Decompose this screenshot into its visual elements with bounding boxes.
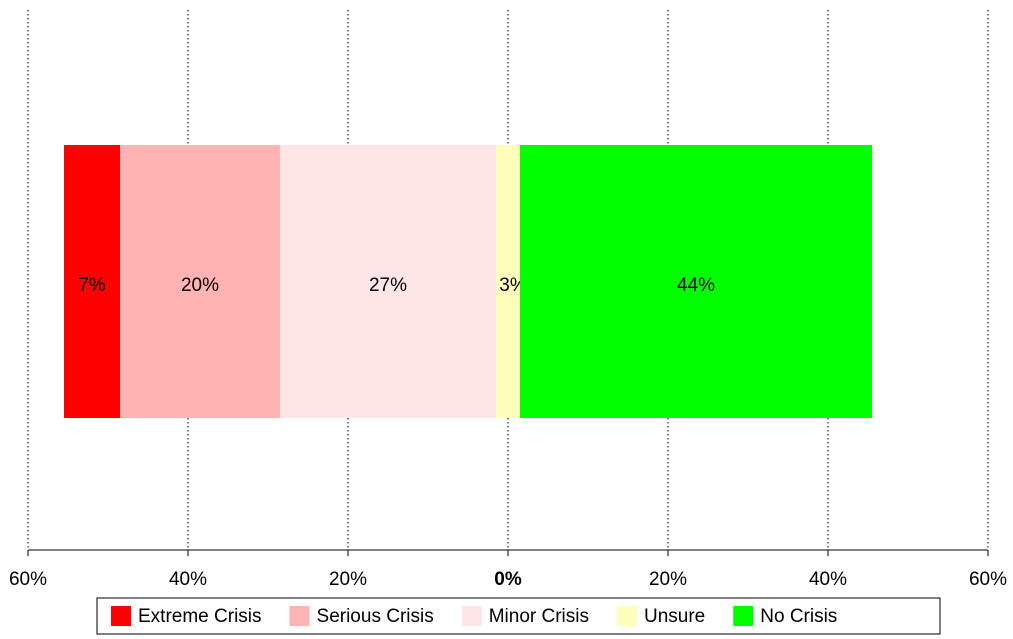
bar-segment (520, 145, 872, 418)
x-tick-label: 60% (969, 569, 1007, 590)
value-label: 3% (499, 275, 527, 296)
value-label: 44% (677, 275, 715, 296)
legend-label: Extreme Crisis (138, 606, 262, 627)
value-label: 27% (369, 275, 407, 296)
legend-swatch (111, 606, 131, 626)
bar-segment (496, 145, 520, 418)
value-label: 20% (181, 275, 219, 296)
x-tick-label: 20% (649, 569, 687, 590)
legend-swatch (461, 606, 482, 626)
legend-swatch (733, 606, 754, 626)
legend-label: Minor Crisis (489, 606, 589, 627)
x-tick-label: 0% (494, 569, 522, 590)
legend-swatch (617, 606, 637, 626)
x-tick-label: 40% (809, 569, 847, 590)
x-tick-label: 60% (9, 569, 47, 590)
legend-label: Unsure (644, 606, 705, 627)
legend-label: No Crisis (760, 606, 837, 627)
bar-segment (64, 145, 120, 418)
bar-segment (280, 145, 496, 418)
legend-box (96, 597, 941, 635)
legend-swatch (289, 606, 310, 626)
x-tick-label: 40% (169, 569, 207, 590)
legend-label: Serious Crisis (317, 606, 434, 627)
x-tick-label: 20% (329, 569, 367, 590)
bar-segment (120, 145, 280, 418)
value-label: 7% (78, 275, 106, 296)
